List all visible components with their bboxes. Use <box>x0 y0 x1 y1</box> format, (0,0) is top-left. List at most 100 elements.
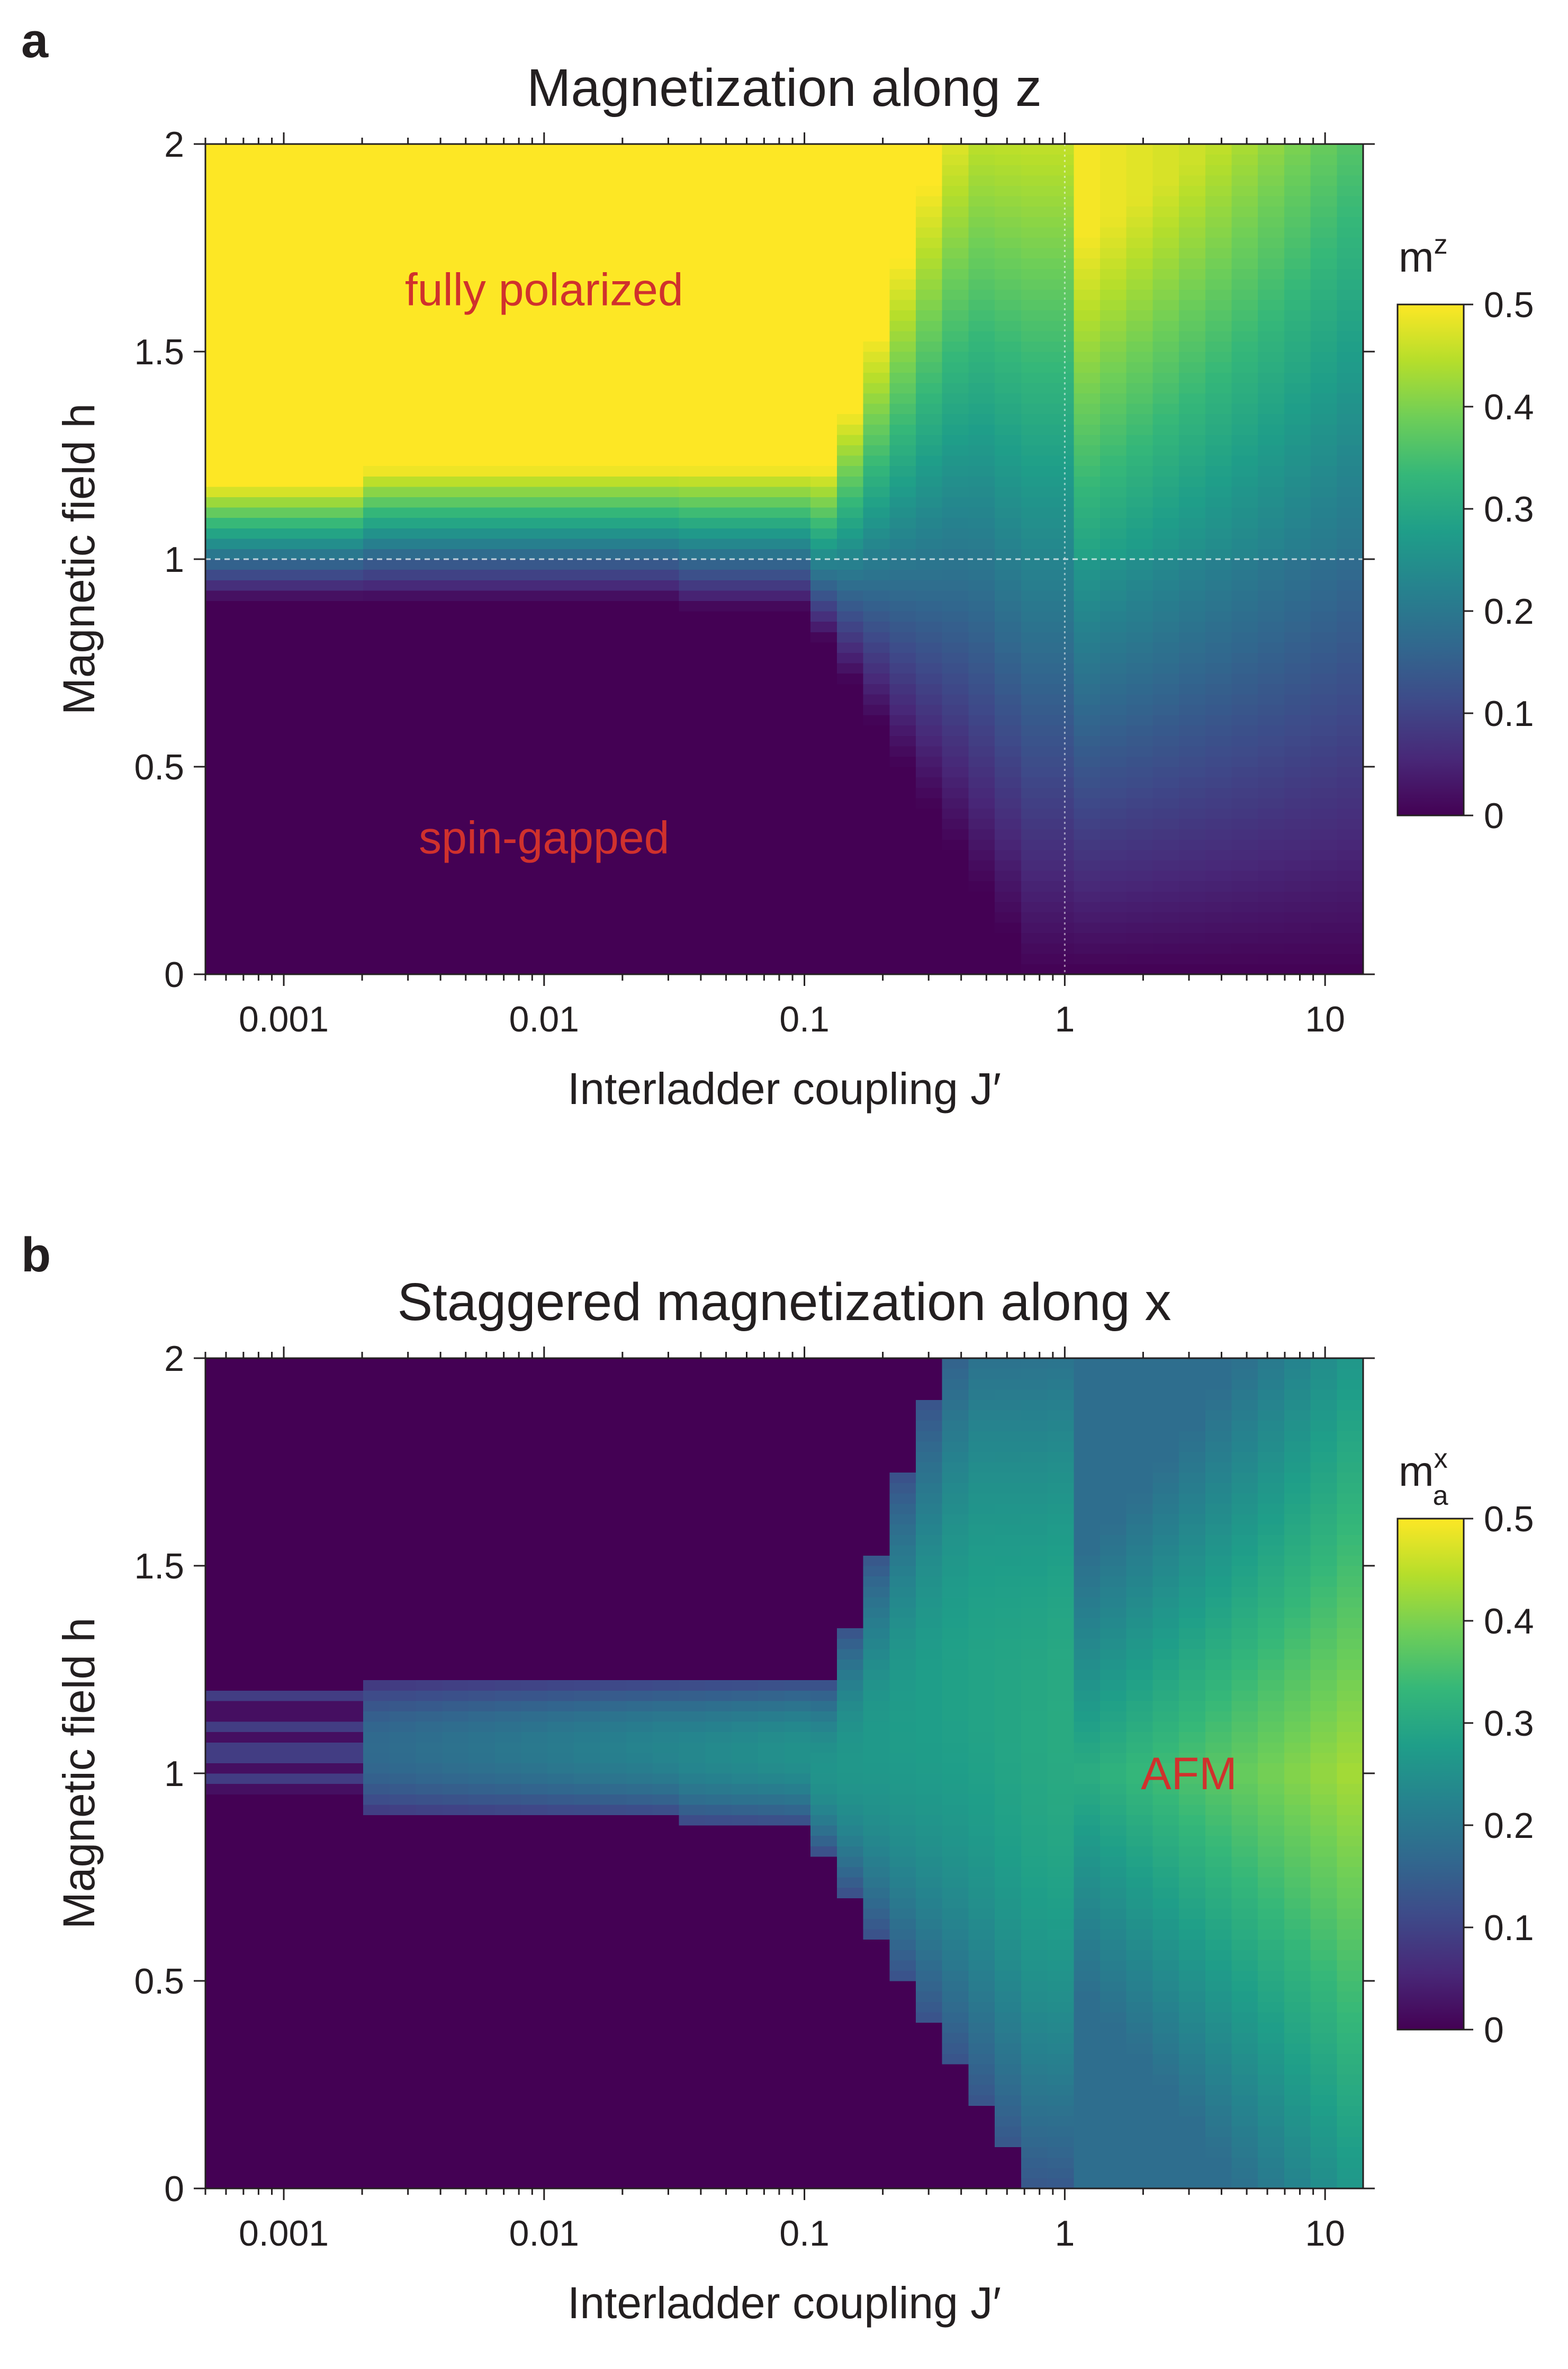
heatmap-cell <box>258 341 285 352</box>
heatmap-cell <box>337 912 364 923</box>
heatmap-cell <box>1258 559 1285 570</box>
heatmap-cell <box>784 756 811 767</box>
heatmap-cell <box>1047 797 1074 809</box>
heatmap-cell <box>231 819 258 830</box>
heatmap-cell <box>442 310 469 321</box>
heatmap-cell <box>1205 715 1232 726</box>
heatmap-cell <box>468 2137 495 2148</box>
heatmap-cell <box>1231 590 1258 601</box>
heatmap-cell <box>968 746 995 757</box>
heatmap-cell <box>705 559 732 570</box>
heatmap-cell <box>389 1524 417 1535</box>
heatmap-cell <box>258 2147 285 2158</box>
heatmap-cell <box>1074 860 1101 871</box>
heatmap-cell <box>626 932 653 944</box>
heatmap-cell <box>1337 715 1364 726</box>
y-tick-label: 0.5 <box>134 747 184 787</box>
heatmap-cell <box>389 320 417 331</box>
heatmap-cell <box>626 289 653 300</box>
heatmap-cell <box>600 1898 627 1909</box>
heatmap-cell <box>679 144 706 155</box>
heatmap-cell <box>1100 144 1127 155</box>
heatmap-cell <box>600 663 627 674</box>
heatmap-cell <box>732 455 759 466</box>
heatmap-cell <box>1074 258 1101 269</box>
heatmap-cell <box>337 652 364 663</box>
heatmap-cell <box>652 372 680 383</box>
heatmap-cell <box>442 549 469 560</box>
heatmap-cell <box>468 1431 495 1442</box>
heatmap-cell <box>968 787 995 798</box>
heatmap-cell <box>521 860 548 871</box>
heatmap-cell <box>231 330 258 342</box>
heatmap-cell <box>916 600 943 612</box>
heatmap-cell <box>573 1566 601 1577</box>
heatmap-cell <box>995 881 1022 892</box>
heatmap-cell <box>284 684 311 695</box>
heatmap-cell <box>995 279 1022 290</box>
heatmap-cell <box>1179 465 1206 477</box>
heatmap-cell <box>389 1856 417 1867</box>
heatmap-cell <box>337 165 364 176</box>
heatmap-cell <box>258 1462 285 1473</box>
heatmap-cell <box>231 445 258 456</box>
heatmap-cell <box>1337 881 1364 892</box>
heatmap-cell <box>1126 320 1153 331</box>
heatmap-cell <box>573 227 601 238</box>
heatmap-cell <box>284 528 311 539</box>
heatmap-cell <box>863 424 890 435</box>
heatmap-cell <box>600 808 627 819</box>
heatmap-cell <box>600 1711 627 1722</box>
heatmap-cell <box>1074 497 1101 508</box>
heatmap-cell <box>1258 590 1285 601</box>
heatmap-cell <box>1126 735 1153 747</box>
heatmap-cell <box>521 434 548 445</box>
heatmap-cell <box>705 372 732 383</box>
heatmap-cell <box>494 1887 522 1898</box>
heatmap-cell <box>626 2157 653 2168</box>
heatmap-cell <box>442 1918 469 1930</box>
heatmap-cell <box>1152 434 1179 445</box>
heatmap-cell <box>732 497 759 508</box>
heatmap-cell <box>573 300 601 311</box>
heatmap-cell <box>916 476 943 487</box>
heatmap-cell <box>600 932 627 944</box>
heatmap-cell <box>363 964 390 975</box>
heatmap-cell <box>626 725 653 736</box>
heatmap-cell <box>258 237 285 248</box>
heatmap-cell <box>626 1981 653 1992</box>
heatmap-cell <box>258 1368 285 1379</box>
heatmap-cell <box>1152 559 1179 570</box>
heatmap-cell <box>889 756 916 767</box>
heatmap-cell <box>521 1752 548 1763</box>
heatmap-cell <box>1231 860 1258 871</box>
heatmap-cell <box>1205 735 1232 747</box>
heatmap-cell <box>600 362 627 373</box>
heatmap-cell <box>521 715 548 726</box>
heatmap-cell <box>1284 279 1311 290</box>
heatmap-cell <box>1152 549 1179 560</box>
heatmap-cell <box>942 797 969 809</box>
heatmap-cell <box>942 829 969 840</box>
heatmap-cell <box>600 2012 627 2023</box>
heatmap-cell <box>205 2033 232 2044</box>
heatmap-cell <box>1258 839 1285 850</box>
heatmap-cell <box>284 2012 311 2023</box>
heatmap-cell <box>205 1680 232 1691</box>
heatmap-cell <box>521 445 548 456</box>
heatmap-cell <box>705 196 732 207</box>
heatmap-cell <box>1152 362 1179 373</box>
heatmap-cell <box>784 829 811 840</box>
heatmap-cell <box>758 922 785 934</box>
heatmap-cell <box>836 746 864 757</box>
heatmap-cell <box>942 227 969 238</box>
heatmap-cell <box>863 943 890 954</box>
heatmap-cell <box>231 2167 258 2178</box>
heatmap-cell <box>389 2074 417 2085</box>
heatmap-cell <box>205 455 232 466</box>
heatmap-cell <box>1021 352 1048 363</box>
heatmap-cell <box>231 258 258 269</box>
heatmap-cell <box>1310 860 1337 871</box>
heatmap-cell <box>573 569 601 580</box>
heatmap-cell <box>337 549 364 560</box>
